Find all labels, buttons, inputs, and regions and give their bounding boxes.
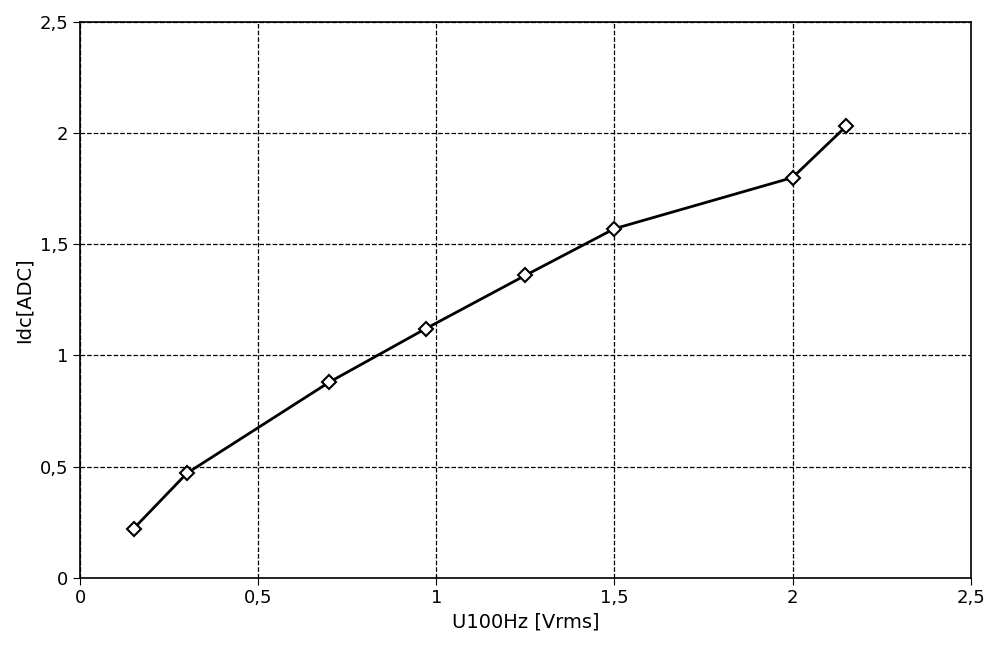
Y-axis label: Idc[ADC]: Idc[ADC] (15, 257, 34, 343)
X-axis label: U100Hz [Vrms]: U100Hz [Vrms] (452, 613, 599, 632)
